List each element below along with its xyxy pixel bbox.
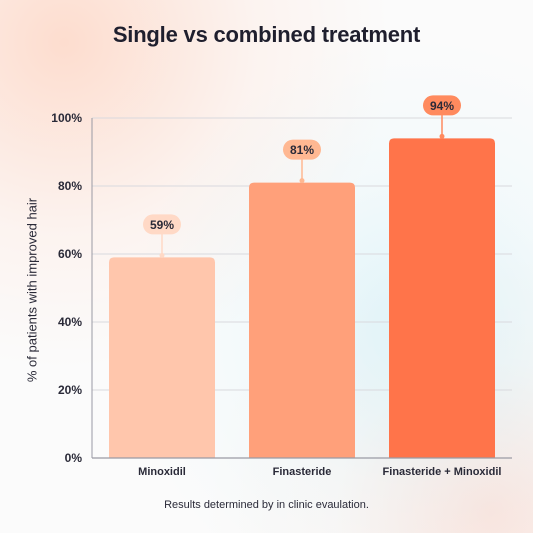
y-tick-label: 0% <box>65 451 83 465</box>
chart-title: Single vs combined treatment <box>112 22 421 47</box>
label-anchor-dot <box>439 133 445 139</box>
y-tick-label: 60% <box>58 247 82 261</box>
label-anchor-dot <box>299 178 305 184</box>
data-label-pill <box>423 95 461 116</box>
bar <box>109 257 215 458</box>
label-anchor-dot <box>159 252 165 258</box>
y-tick-label: 100% <box>51 111 82 125</box>
y-tick-label: 80% <box>58 179 82 193</box>
data-label-pill <box>143 214 181 235</box>
bar <box>249 182 355 458</box>
x-tick-label: Finasteride + Minoxidil <box>383 466 502 478</box>
y-tick-label: 20% <box>58 383 82 397</box>
footnote: Results determined by in clinic evaulati… <box>164 499 369 511</box>
data-label: 81% <box>290 143 314 157</box>
data-label-pill <box>283 139 321 160</box>
data-label: 59% <box>150 218 174 232</box>
bar <box>389 138 495 458</box>
y-tick-label: 40% <box>58 315 82 329</box>
x-tick-label: Finasteride <box>273 466 332 478</box>
data-label: 94% <box>430 99 454 113</box>
x-tick-label: Minoxidil <box>138 466 186 478</box>
